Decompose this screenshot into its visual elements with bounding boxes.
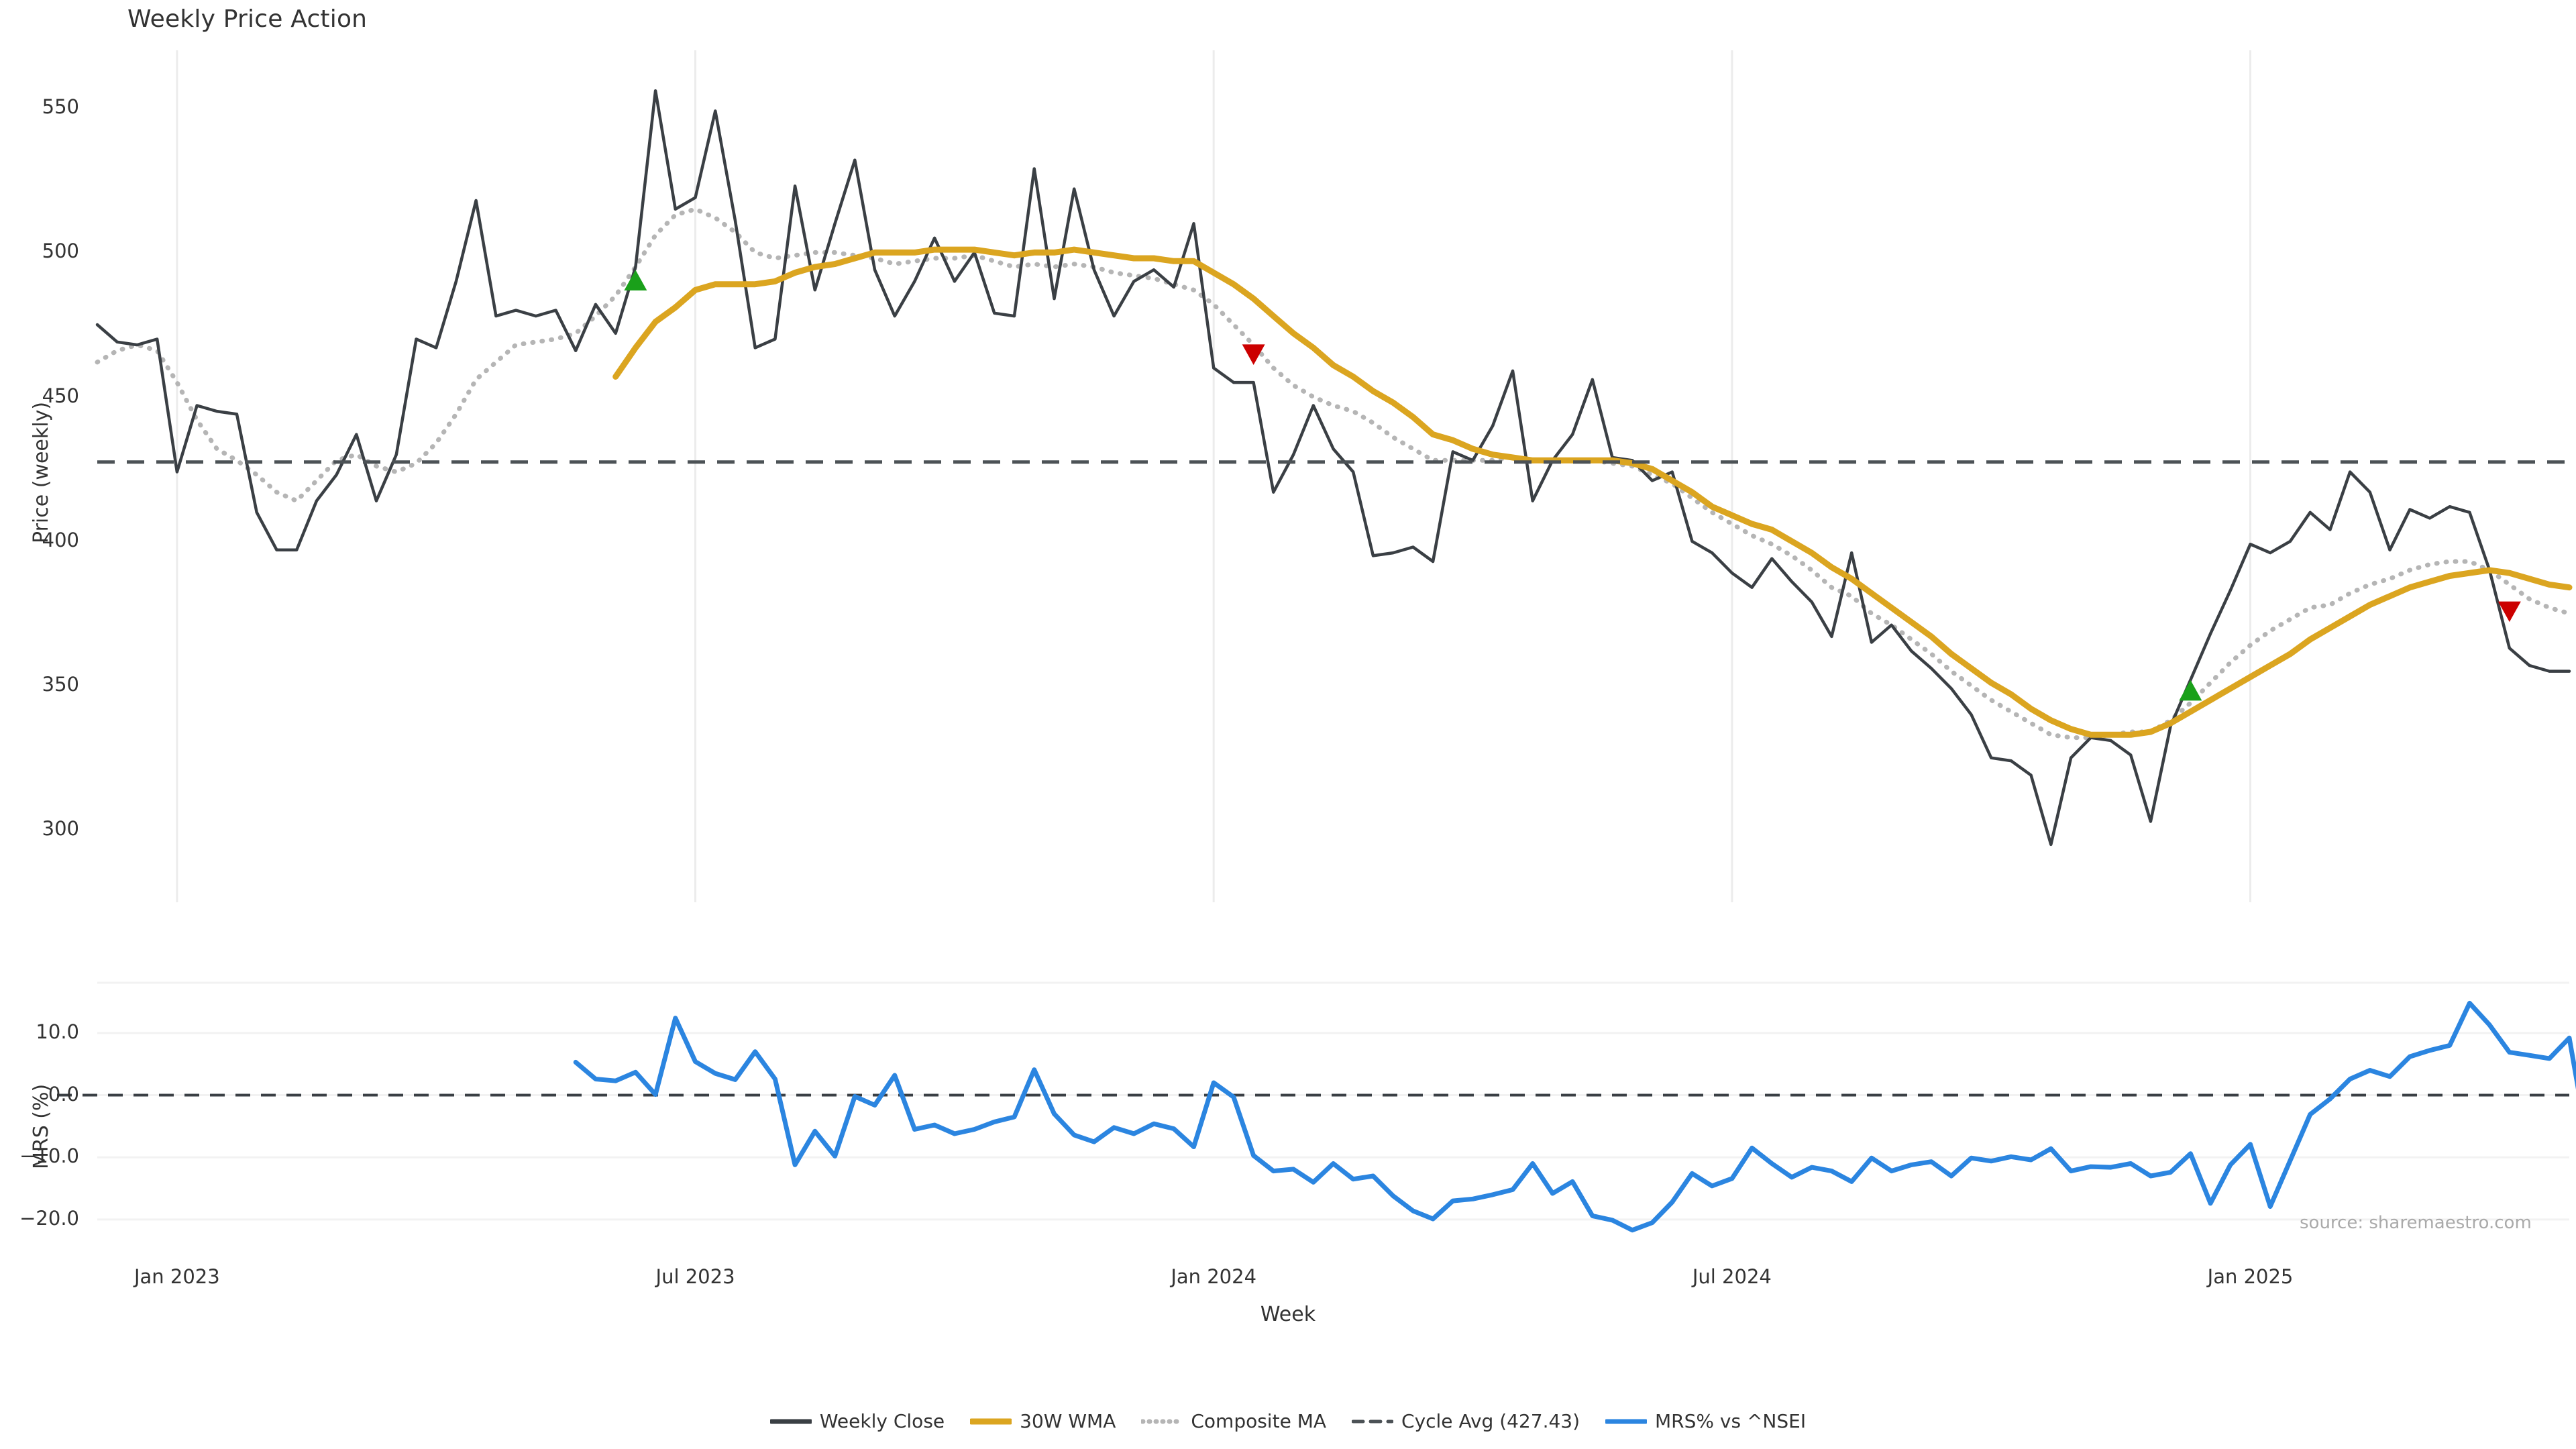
- buy-signal-marker: [624, 270, 647, 291]
- axis-x-label: Week: [1260, 1303, 1316, 1326]
- price-y-tick-label: 350: [42, 673, 79, 696]
- buy-signal-marker: [2179, 680, 2202, 701]
- legend-label: MRS% vs ^NSEI: [1655, 1410, 1807, 1432]
- price-y-tick-label: 500: [42, 239, 79, 263]
- sell-signal-marker: [2498, 601, 2521, 623]
- legend-swatch-icon: [970, 1415, 1012, 1428]
- x-tick-label: Jul 2024: [1692, 1265, 1772, 1288]
- mrs-y-tick-label: 10.0: [36, 1020, 79, 1043]
- mrs-y-tick-label: −20.0: [19, 1206, 79, 1230]
- legend-label: Composite MA: [1191, 1410, 1327, 1432]
- legend-label: Cycle Avg (427.43): [1401, 1410, 1580, 1432]
- legend-item[interactable]: 30W WMA: [970, 1410, 1116, 1432]
- legend-swatch-icon: [1141, 1415, 1183, 1428]
- legend-swatch-icon: [769, 1415, 812, 1428]
- x-tick-label: Jan 2023: [133, 1265, 220, 1288]
- legend-item[interactable]: MRS% vs ^NSEI: [1605, 1410, 1806, 1432]
- price-panel: [95, 50, 2573, 902]
- mrs-y-tick-label: 0.0: [48, 1082, 79, 1106]
- source-watermark: source: sharemaestro.com: [2300, 1213, 2532, 1233]
- price-y-tick-label: 400: [42, 528, 79, 551]
- x-tick-label: Jan 2025: [2207, 1265, 2294, 1288]
- mrs-panel: [57, 981, 2576, 1233]
- series-mrs-percent: [573, 1000, 2576, 1233]
- legend-swatch-icon: [1352, 1415, 1394, 1428]
- x-tick-label: Jul 2023: [655, 1265, 735, 1288]
- legend-label: Weekly Close: [819, 1410, 945, 1432]
- legend-swatch-icon: [1605, 1415, 1648, 1428]
- chart-title: Weekly Price Action: [127, 5, 368, 33]
- series-weekly-close: [95, 89, 2571, 847]
- legend-item[interactable]: Cycle Avg (427.43): [1352, 1410, 1580, 1432]
- sell-signal-marker: [1242, 344, 1265, 366]
- legend-label: 30W WMA: [1020, 1410, 1116, 1432]
- mrs-y-tick-label: −10.0: [19, 1144, 79, 1168]
- legend-item[interactable]: Weekly Close: [769, 1410, 945, 1432]
- legend-item[interactable]: Composite MA: [1141, 1410, 1326, 1432]
- x-tick-label: Jan 2024: [1171, 1265, 1257, 1288]
- price-y-tick-label: 300: [42, 817, 79, 841]
- series-30w-wma: [612, 246, 2573, 738]
- chart-legend: Weekly Close 30W WMA Composite MA Cycle Avg…: [0, 1410, 2576, 1432]
- price-y-tick-label: 450: [42, 384, 79, 407]
- price-y-tick-label: 550: [42, 95, 79, 119]
